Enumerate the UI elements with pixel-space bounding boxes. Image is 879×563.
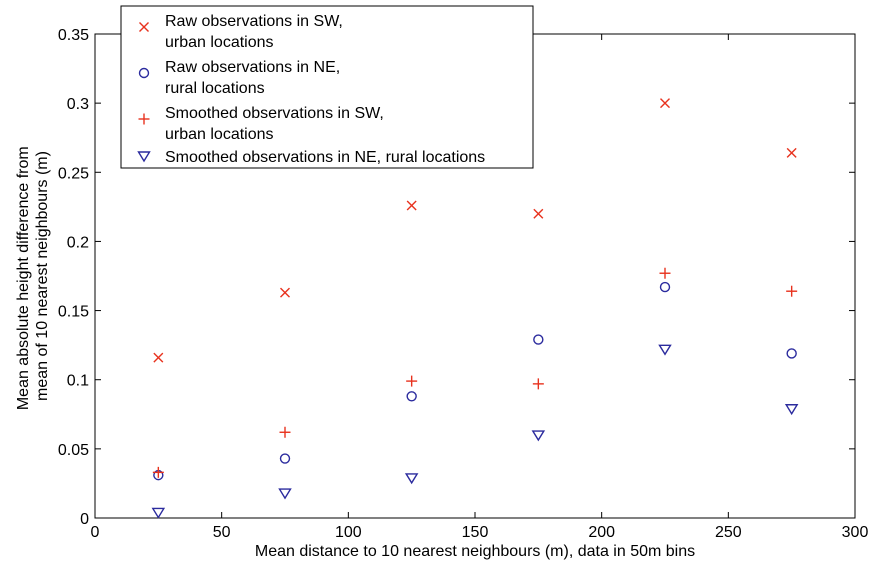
data-marks	[151, 98, 799, 519]
legend-label-smoothed-ne: Smoothed observations in NE, rural locat…	[165, 149, 485, 166]
data-point-raw-sw	[153, 352, 164, 363]
data-point-smoothed-ne	[784, 404, 799, 416]
y-axis-label-line-1: Mean absolute height difference from	[15, 146, 32, 410]
data-point-raw-sw	[786, 147, 797, 158]
x-tick-label: 250	[715, 524, 742, 541]
legend-symbol	[139, 22, 149, 32]
data-point-raw-ne	[659, 281, 671, 293]
y-tick-label: 0.1	[67, 373, 89, 390]
y-tick-label: 0.35	[58, 27, 89, 44]
x-tick-label: 0	[91, 524, 100, 541]
x-axis-label: Mean distance to 10 nearest neighbours (…	[255, 543, 695, 560]
legend-label-smoothed-sw-line-2: urban locations	[165, 126, 274, 143]
legend-symbol	[138, 67, 150, 79]
legend-label-raw-ne: Raw observations in NE, rural locations	[165, 59, 345, 97]
legend: Raw observations in SW, urban locations …	[120, 5, 534, 169]
legend-symbol	[138, 113, 150, 125]
x-tick-label: 100	[335, 524, 362, 541]
y-axis-label-line-2: mean of 10 nearest neighbours (m)	[34, 151, 51, 401]
y-tick-label: 0.15	[58, 304, 89, 321]
x-tick-label: 200	[588, 524, 615, 541]
y-tick-label: 0.2	[67, 234, 89, 251]
legend-marker-smoothed-ne	[137, 151, 151, 163]
data-point-smoothed-sw	[786, 285, 798, 297]
legend-label-smoothed-sw: Smoothed observations in SW, urban locat…	[165, 105, 388, 143]
data-point-smoothed-sw	[279, 426, 291, 438]
data-point-raw-sw	[533, 208, 544, 219]
legend-marker-smoothed-sw	[138, 113, 150, 125]
data-point-raw-ne	[279, 453, 291, 464]
legend-symbol	[137, 151, 151, 163]
data-point-smoothed-ne	[278, 488, 292, 500]
data-point-smoothed-ne	[531, 430, 546, 442]
legend-label-raw-sw: Raw observations in SW, urban locations	[165, 13, 347, 51]
legend-marker-raw-ne	[138, 67, 150, 79]
data-point-smoothed-sw	[532, 378, 544, 390]
data-point-smoothed-ne	[151, 507, 166, 519]
data-point-raw-ne	[533, 334, 544, 345]
data-point-raw-sw	[660, 98, 670, 109]
legend-label-smoothed-ne-line-1: Smoothed observations in NE, rural locat…	[165, 149, 485, 166]
legend-marker-raw-sw	[139, 22, 149, 32]
legend-label-raw-sw-line-1: Raw observations in SW,	[165, 13, 343, 30]
y-axis-label: Mean absolute height difference from mea…	[15, 142, 51, 410]
x-tick-label: 150	[462, 524, 489, 541]
legend-label-raw-ne-line-2: rural locations	[165, 80, 265, 97]
data-point-raw-ne	[406, 391, 417, 402]
y-tick-label: 0.05	[58, 442, 89, 459]
data-point-smoothed-sw	[659, 267, 671, 279]
x-tick-label: 50	[213, 524, 231, 541]
y-tick-label: 0	[80, 511, 89, 528]
legend-box	[120, 5, 534, 169]
legend-label-raw-ne-line-1: Raw observations in NE,	[165, 59, 340, 76]
x-axis-ticks: 0 50 100 150 200 250 300	[91, 34, 869, 541]
data-point-raw-ne	[786, 348, 797, 359]
legend-label-smoothed-sw-line-1: Smoothed observations in SW,	[165, 105, 384, 122]
data-point-raw-sw	[406, 200, 417, 211]
y-tick-label: 0.3	[67, 96, 89, 113]
data-point-smoothed-ne	[658, 344, 672, 356]
y-tick-label: 0.25	[58, 165, 89, 182]
legend-label-raw-sw-line-2: urban locations	[165, 34, 274, 51]
data-point-smoothed-ne	[404, 473, 419, 485]
y-axis-ticks: 0 0.05 0.1 0.15 0.2 0.25 0.3 0.35	[58, 27, 855, 528]
data-point-smoothed-sw	[152, 466, 164, 478]
data-point-raw-sw	[280, 287, 290, 298]
data-point-smoothed-sw	[406, 375, 418, 387]
x-tick-label: 300	[842, 524, 869, 541]
